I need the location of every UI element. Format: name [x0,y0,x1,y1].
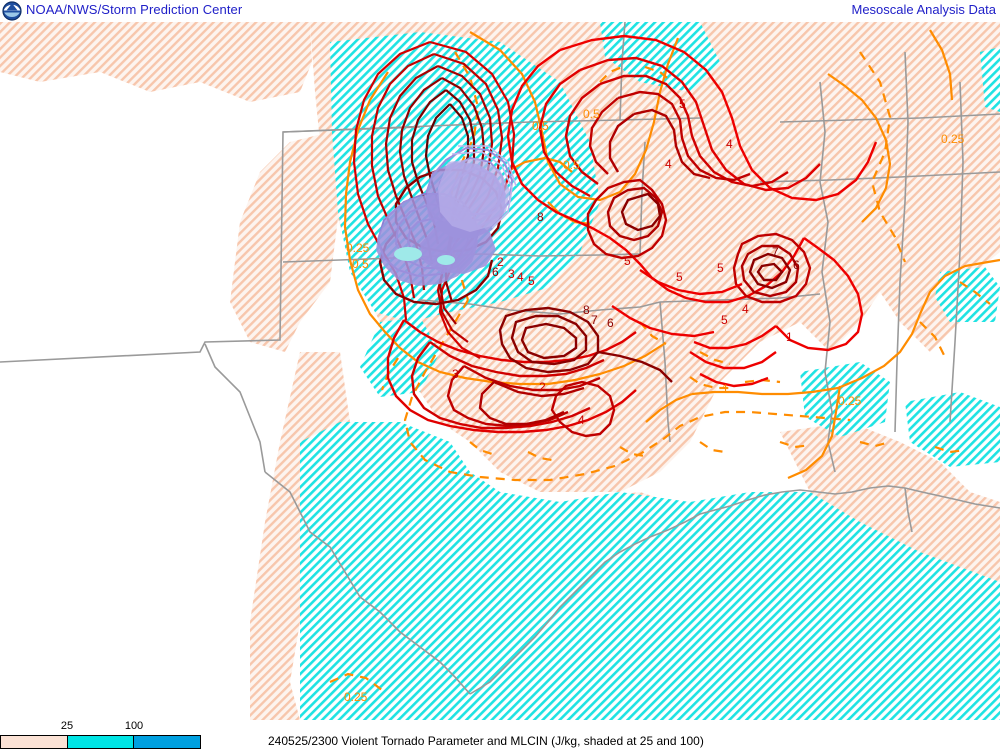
colorbar [0,735,201,749]
contour-label: 0.25 [838,394,862,408]
header-subtitle: Mesoscale Analysis Data [851,2,996,17]
contour-label: 0.5 [352,257,369,271]
contour-label: 2 [539,380,546,394]
contour-label: 5 [679,97,686,111]
contour-label: 4 [665,157,672,171]
contours-core [352,40,517,359]
contour-label: 1 [786,330,793,344]
contour-label: 2 [497,255,504,269]
contour-label: 7 [591,313,598,327]
noaa-seal-icon [2,1,22,21]
colorbar-segment [1,736,67,748]
colorbar-tick: 100 [124,720,144,732]
contours-red [386,34,878,438]
contour-label: 5 [717,261,724,275]
weather-map[interactable]: 0.25 0.25 0.5 0.5 0.5 0.5 0.25 1 0.25 5 4 4 8 5 5 5 7 6 4 5… [0,22,1000,720]
contour-label: 6 [492,265,499,279]
contour-label: 4 [742,302,749,316]
contour-label: 8 [583,303,590,317]
header-title: NOAA/NWS/Storm Prediction Center [26,2,243,17]
contour-label: 0.25 [941,132,965,146]
state-boundaries [0,22,1000,695]
contour-label: 0.25 [346,241,370,255]
contour-label: 0.5 [583,107,600,121]
contour-label: 4 [726,137,733,151]
contour-label: 4 [578,413,585,427]
contour-label: 7 [772,245,779,259]
colorbar-tick: 25 [60,720,74,732]
map-canvas: 0.250.250.50.50.50.50.2510.2554485557645… [0,22,1000,720]
contour-label: 3 [452,367,459,381]
contour-label: 4 [517,270,524,284]
map-footer: 25 100 240525/2300 Violent Tornado Parame… [0,720,1000,750]
app-header: NOAA/NWS/Storm Prediction Center Mesosca… [0,0,1000,22]
contour-label: 5 [528,274,535,288]
map-caption: 240525/2300 Violent Tornado Parameter an… [268,734,704,748]
contour-label: 1 [722,382,729,396]
colorbar-segment [66,736,134,748]
contour-label: 5 [721,313,728,327]
contour-label: 6 [607,316,614,330]
contour-label: 3 [508,267,515,281]
contour-label: 0.25 [344,690,368,704]
contour-labels: 0.250.250.50.50.50.50.2510.2554485557645… [344,97,965,704]
contour-label: 0.5 [563,158,580,172]
contour-label: 0.5 [532,119,549,133]
contour-label: 5 [676,270,683,284]
contour-label: 6 [793,258,800,272]
contour-label: 8 [537,210,544,224]
contour-label: 5 [624,254,631,268]
colorbar-segment [133,736,201,748]
